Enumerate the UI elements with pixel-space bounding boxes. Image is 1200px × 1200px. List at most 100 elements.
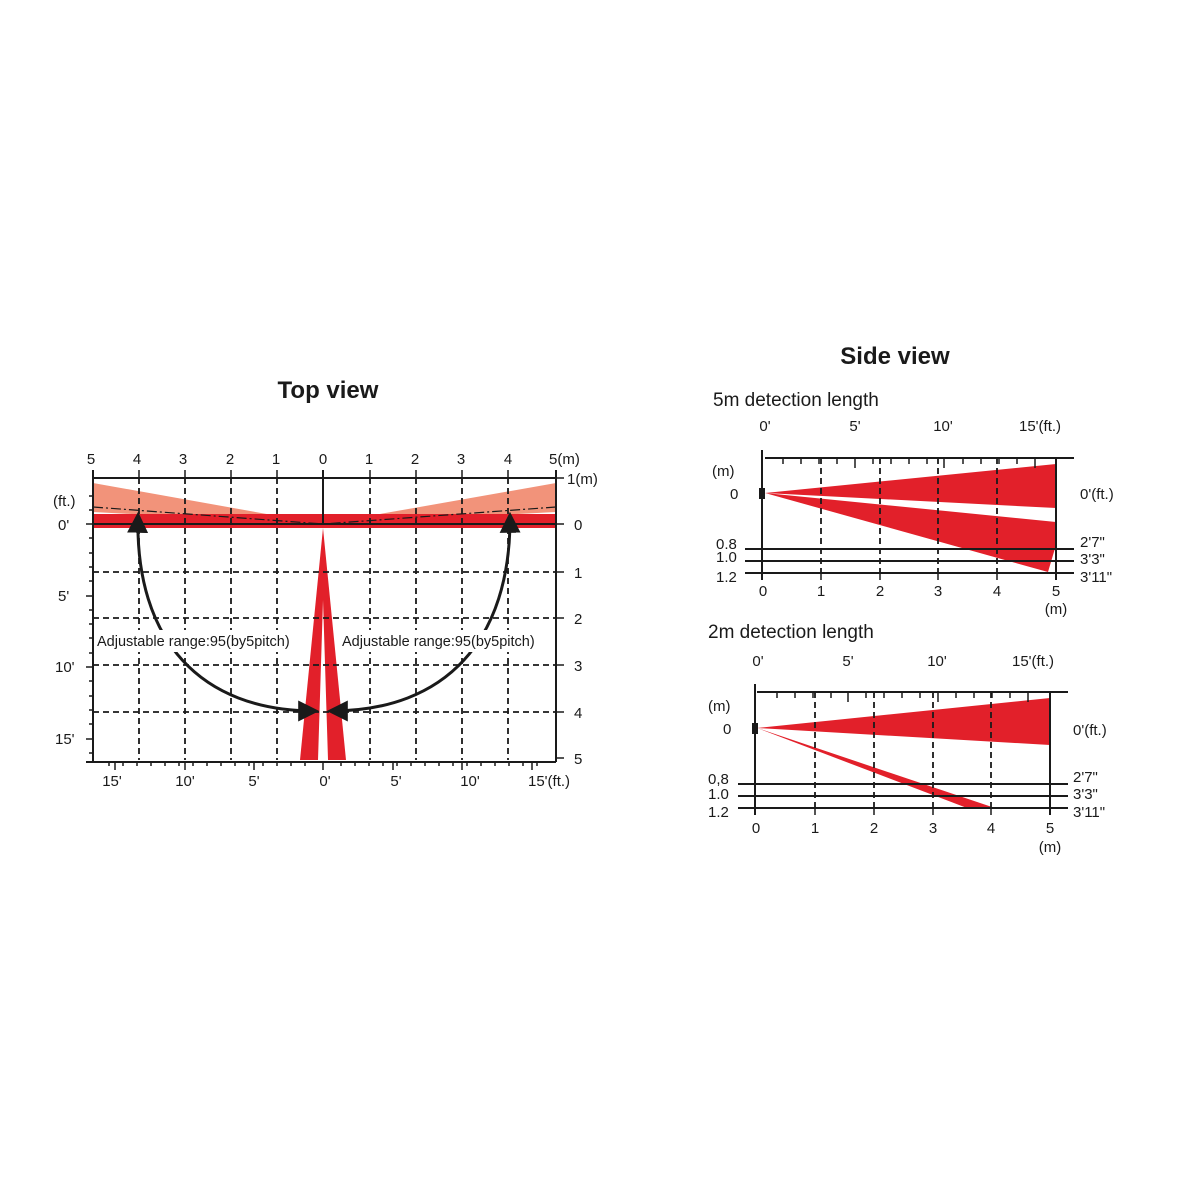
bottom-ft-tick-label: 15'(ft.) <box>528 773 570 790</box>
m-tick-label: 2 <box>870 820 878 837</box>
bottom-ft-tick-label: 5' <box>390 773 401 790</box>
m-unit-label: (m) <box>708 698 731 715</box>
top-view-title: Top view <box>278 377 379 404</box>
height-ft-label: 0'(ft.) <box>1073 722 1107 739</box>
annotation-left: Adjustable range:95(by5pitch) <box>97 634 290 650</box>
m-tick-label: 0 <box>759 583 767 600</box>
sensor-icon <box>759 488 765 499</box>
ground-red-band <box>93 514 556 528</box>
top-view: Top view <box>53 377 598 790</box>
lower-red-beam <box>765 493 1056 572</box>
left-ft-tick-label: 10' <box>55 659 75 676</box>
m-unit-label: (m) <box>712 463 735 480</box>
top-m-tick-label: 0 <box>319 451 327 468</box>
right-m-tick-label: 1(m) <box>567 471 598 488</box>
left-ft-tick-label: 15' <box>55 731 75 748</box>
right-m-tick-label: 0 <box>574 517 582 534</box>
m-tick-label: 2 <box>876 583 884 600</box>
bottom-ft-tick-label: 0' <box>319 773 330 790</box>
height-label: 0 <box>723 721 731 738</box>
m-tick-label: 0 <box>752 820 760 837</box>
top-m-tick-label: 3 <box>457 451 465 468</box>
height-ft-label: 3'11" <box>1080 569 1112 586</box>
top-m-tick-label: 1 <box>272 451 280 468</box>
top-m-tick-label: 3 <box>179 451 187 468</box>
ft-ticks <box>754 692 1051 815</box>
top-m-tick-label: 5 <box>87 451 95 468</box>
m-tick-label: 5 <box>1046 820 1054 837</box>
left-ft-tick-label: 5' <box>58 588 69 605</box>
annotation-right: Adjustable range:95(by5pitch) <box>342 634 535 650</box>
left-ft-unit: (ft.) <box>53 493 76 510</box>
m-tick-label: 3 <box>934 583 942 600</box>
bottom-ft-tick-label: 5' <box>248 773 259 790</box>
ft-tick-label: 10' <box>933 418 953 435</box>
ft-ticks <box>761 458 1057 580</box>
right-m-scale: 1(m) 0 1 2 3 4 5 <box>567 471 598 768</box>
top-m-tick-label: 5(m) <box>549 451 580 468</box>
upper-red-beam <box>757 698 1050 745</box>
top-m-tick-label: 4 <box>504 451 512 468</box>
side-view-title: Side view <box>840 343 950 370</box>
m-tick-label: 3 <box>929 820 937 837</box>
bottom-ft-tick-label: 15' <box>102 773 122 790</box>
height-label: 1.0 <box>708 786 729 803</box>
annotation-right-bg <box>340 630 554 652</box>
ft-tick-label: 5' <box>842 653 853 670</box>
ft-tick-label: 15'(ft.) <box>1019 418 1061 435</box>
left-adjust-arc <box>127 511 320 722</box>
top-m-tick-label: 1 <box>365 451 373 468</box>
m-tick-label: 4 <box>987 820 995 837</box>
height-label: 0,8 <box>708 771 729 788</box>
bottom-ft-scale: 15' 10' 5' 0' 5' 10' 15'(ft.) <box>102 773 570 790</box>
bottom-ft-tick-label: 10' <box>460 773 480 790</box>
top-view-ticks <box>86 470 564 770</box>
ft-tick-label: 0' <box>752 653 763 670</box>
panel-subtitle: 5m detection length <box>713 390 879 411</box>
height-ft-label: 3'11" <box>1073 804 1105 821</box>
side-view: Side view 5m detection length 0' 5' 10' … <box>708 343 1114 856</box>
m-tick-label: 1 <box>811 820 819 837</box>
height-ft-label: 3'3" <box>1073 786 1098 803</box>
top-m-tick-label: 2 <box>411 451 419 468</box>
height-label: 0.8 <box>716 536 737 553</box>
top-m-tick-label: 4 <box>133 451 141 468</box>
sensor-icon <box>752 723 758 734</box>
height-ft-label: 2'7" <box>1080 534 1105 551</box>
m-tick-label: 4 <box>993 583 1001 600</box>
right-m-tick-label: 5 <box>574 751 582 768</box>
ft-tick-label: 5' <box>849 418 860 435</box>
m-unit-bottom: (m) <box>1045 601 1068 618</box>
lower-red-beam <box>757 728 995 808</box>
m-tick-label: 1 <box>817 583 825 600</box>
height-label: 1.2 <box>716 569 737 586</box>
height-ft-label: 3'3" <box>1080 551 1105 568</box>
center-gap <box>318 600 328 760</box>
height-label: 1.0 <box>716 549 737 566</box>
height-label: 0 <box>730 486 738 503</box>
right-adjust-arc <box>326 511 521 722</box>
height-ft-label: 0'(ft.) <box>1080 486 1114 503</box>
left-ft-tick-label: 0' <box>58 517 69 534</box>
panel-5m: 5m detection length 0' 5' 10' 15'(ft.) <box>712 390 1114 618</box>
ft-tick-label: 0' <box>759 418 770 435</box>
right-m-tick-label: 1 <box>574 565 582 582</box>
bottom-ft-tick-label: 10' <box>175 773 195 790</box>
grid-dashed <box>820 458 998 573</box>
m-unit-bottom: (m) <box>1039 839 1062 856</box>
top-m-scale: 5 4 3 2 1 0 1 2 3 4 5(m) <box>87 451 580 468</box>
upper-red-beam <box>765 464 1056 508</box>
height-ft-label: 2'7" <box>1073 769 1098 786</box>
right-m-tick-label: 2 <box>574 611 582 628</box>
m-tick-label: 5 <box>1052 583 1060 600</box>
panel-2m: 2m detection length 0' 5' 10' 15'(ft.) <box>708 622 1107 856</box>
left-ft-scale: (ft.) 0' 5' 10' 15' <box>53 493 76 748</box>
right-m-tick-label: 3 <box>574 658 582 675</box>
ft-tick-label: 10' <box>927 653 947 670</box>
annotation-left-bg <box>94 630 308 652</box>
height-label: 1.2 <box>708 804 729 821</box>
ft-tick-label: 15'(ft.) <box>1012 653 1054 670</box>
top-m-tick-label: 2 <box>226 451 234 468</box>
right-m-tick-label: 4 <box>574 705 582 722</box>
